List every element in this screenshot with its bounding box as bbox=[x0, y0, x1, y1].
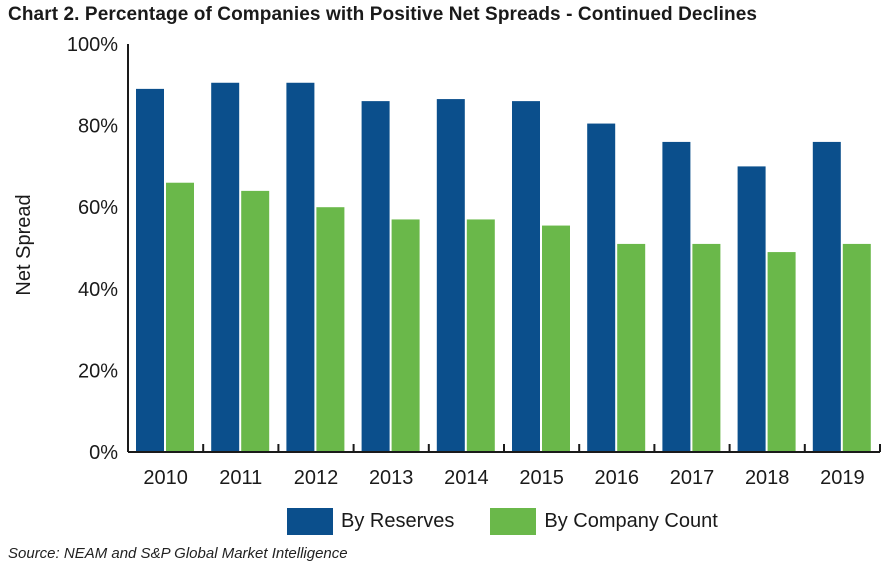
x-tick-label-2016: 2016 bbox=[595, 467, 640, 489]
x-tick-label-2012: 2012 bbox=[294, 467, 339, 489]
bar-reserves-2010 bbox=[136, 88, 164, 452]
bars-group bbox=[136, 82, 871, 453]
axes bbox=[127, 44, 881, 453]
x-tick-label-2011: 2011 bbox=[219, 467, 262, 489]
bar-reserves-2013 bbox=[361, 101, 390, 453]
y-tick-label: 20% bbox=[78, 360, 118, 382]
bar-company-count-2015 bbox=[542, 225, 570, 452]
bar-company-count-2012 bbox=[316, 207, 345, 452]
legend-item-reserves: By Reserves bbox=[287, 508, 454, 535]
y-tick-label: 0% bbox=[89, 442, 118, 464]
legend: By Reserves By Company Count bbox=[287, 508, 754, 535]
bar-company-count-2014 bbox=[466, 219, 495, 452]
bar-reserves-2012 bbox=[286, 82, 315, 452]
bar-company-count-2013 bbox=[391, 219, 420, 452]
legend-label-company-count: By Company Count bbox=[544, 510, 718, 532]
legend-item-company-count: By Company Count bbox=[490, 508, 718, 535]
bar-company-count-2011 bbox=[241, 190, 270, 452]
bar-reserves-2019 bbox=[812, 141, 841, 453]
x-tick-label-2019: 2019 bbox=[820, 467, 865, 489]
x-tick-label-2014: 2014 bbox=[444, 467, 489, 489]
bar-company-count-2010 bbox=[166, 182, 194, 452]
chart-title: Chart 2. Percentage of Companies with Po… bbox=[8, 4, 758, 25]
x-tick-labels: 2010 2011 2012 2013 2014 2015 2016 2017 2018 2019 bbox=[143, 467, 864, 489]
x-tick-label-2017: 2017 bbox=[670, 467, 715, 489]
bar-reserves-2017 bbox=[662, 141, 691, 453]
x-tick-label-2013: 2013 bbox=[369, 467, 414, 489]
bar-company-count-2018 bbox=[767, 252, 796, 452]
bar-reserves-2014 bbox=[436, 99, 465, 452]
y-tick-labels: 0% 20% 40% 60% 80% 100% bbox=[67, 34, 118, 464]
y-axis-title-group: Net Spread bbox=[13, 194, 35, 295]
x-tick-label-2018: 2018 bbox=[745, 467, 790, 489]
bar-company-count-2017 bbox=[692, 243, 721, 452]
bar-reserves-2015 bbox=[512, 101, 540, 453]
legend-label-reserves: By Reserves bbox=[341, 510, 455, 532]
x-tick-label-2010: 2010 bbox=[143, 467, 188, 489]
source-note: Source: NEAM and S&P Global Market Intel… bbox=[8, 545, 348, 562]
bar-reserves-2011 bbox=[211, 82, 240, 452]
y-tick-label: 100% bbox=[67, 34, 118, 56]
x-tick-label-2015: 2015 bbox=[519, 467, 564, 489]
bar-company-count-2016 bbox=[617, 243, 646, 452]
y-axis-title: Net Spread bbox=[13, 194, 35, 295]
bar-company-count-2019 bbox=[842, 243, 871, 452]
y-tick-label: 80% bbox=[78, 116, 118, 138]
bar-reserves-2018 bbox=[737, 166, 766, 452]
legend-swatch-reserves bbox=[287, 508, 333, 535]
y-tick-label: 40% bbox=[78, 279, 118, 301]
y-tick-label: 60% bbox=[78, 197, 118, 219]
bar-reserves-2016 bbox=[587, 123, 616, 452]
legend-swatch-company-count bbox=[490, 508, 537, 535]
